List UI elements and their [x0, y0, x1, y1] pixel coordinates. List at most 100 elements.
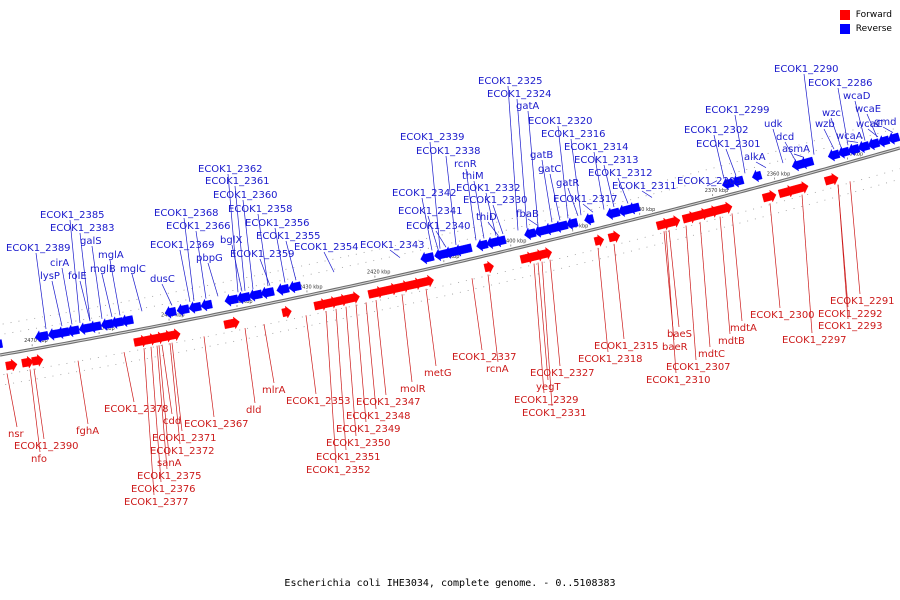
gene-label: ECOK1_2292: [818, 309, 883, 320]
reverse-gene-arrow: [276, 283, 290, 296]
legend-forward: Forward: [839, 8, 892, 22]
gene-leader-line: [355, 304, 367, 423]
gene-leader-line: [772, 128, 784, 164]
gene-label: ECOK1_2372: [150, 446, 215, 457]
reverse-gene-arrow: [731, 175, 745, 188]
gene-leader-line: [203, 336, 215, 418]
gene-label: wzb: [815, 119, 835, 130]
gene-label: ECOK1_2375: [137, 471, 202, 482]
gene-label: ECOK1_2301: [696, 139, 761, 150]
gene-label: wcaE: [855, 104, 881, 115]
forward-inner-rail: [3, 168, 900, 376]
gene-leader-line: [882, 126, 894, 133]
gene-label: wcaD: [843, 91, 871, 102]
reverse-outer-rail: [0, 118, 892, 325]
reverse-gene-arrow: [628, 201, 641, 215]
forward-gene-arrow: [823, 172, 839, 186]
gene-label: ECOK1_2377: [124, 497, 189, 508]
gene-leader-line: [665, 230, 677, 374]
reverse-gene-arrow: [867, 137, 881, 151]
reverse-gene-arrow: [887, 132, 900, 145]
gene-leader-line: [487, 221, 499, 236]
gene-leader-line: [641, 190, 653, 198]
gene-label: ECOK1_2390: [14, 441, 79, 452]
gene-label: ECOK1_2325: [478, 76, 543, 87]
gene-leader-line: [305, 315, 317, 395]
gene-label: ECOK1_2311: [612, 181, 677, 192]
gene-leader-line: [837, 87, 849, 146]
gene-label: ECOK1_2358: [228, 204, 293, 215]
gene-leader-line: [854, 100, 866, 141]
gene-label: wcaA: [836, 131, 863, 142]
axis-tick-label: 2350 kbp: [840, 151, 864, 157]
gene-leader-line: [527, 110, 539, 226]
gene-leader-line: [849, 181, 861, 295]
forward-gene-arrow: [223, 316, 240, 330]
gene-leader-line: [755, 161, 767, 168]
reverse-gene-arrow: [494, 234, 507, 248]
reverse-gene-arrow: [827, 148, 841, 162]
gene-leader-line: [207, 262, 219, 297]
axis-tick-label: 2460 kbp: [91, 326, 115, 332]
reverse-gene-arrow: [454, 243, 473, 257]
gene-leader-line: [123, 351, 135, 403]
gene-label: ECOK1_2353: [286, 396, 351, 407]
forward-swatch: [839, 10, 850, 20]
reverse-gene-arrow: [200, 298, 213, 312]
gene-leader-line: [365, 302, 377, 410]
gene-label: ECOK1_2331: [522, 408, 587, 419]
gene-leader-line: [35, 252, 47, 330]
gene-leader-line: [131, 273, 143, 312]
gene-leader-line: [435, 230, 447, 248]
gene-leader-line: [429, 141, 441, 249]
gene-label: ECOK1_2317: [553, 194, 618, 205]
gene-leader-line: [549, 259, 561, 367]
forward-gene-arrow: [417, 274, 434, 288]
gene-label: gatA: [516, 101, 539, 112]
gene-leader-line: [507, 85, 519, 231]
forward-gene-arrow: [31, 354, 44, 367]
gene-label: cirA: [50, 258, 69, 269]
gene-label: ECOK1_2343: [360, 240, 425, 251]
gene-label: cdd: [163, 416, 181, 427]
gene-leader-line: [161, 344, 173, 415]
gene-leader-line: [421, 197, 433, 251]
gene-leader-line: [77, 360, 89, 425]
axis-tick-label: 2470 kbp: [24, 338, 48, 344]
reverse-gene-arrow: [799, 156, 815, 170]
reverse-gene-arrow: [857, 140, 871, 154]
gene-label: ECOK1_2307: [666, 362, 731, 373]
gene-label: wcaC: [856, 119, 883, 130]
gene-label: ECOK1_2369: [150, 240, 215, 251]
gene-label: ECOK1_2316: [541, 129, 606, 140]
gene-leader-line: [445, 155, 457, 245]
reverse-inner-rail: [0, 128, 895, 336]
gene-label: ECOK1_2349: [336, 424, 401, 435]
gene-leader-line: [345, 306, 357, 437]
gene-label: ECOK1_2330: [463, 195, 528, 206]
gene-label: ECOK1_2362: [198, 164, 263, 175]
gene-leader-line: [79, 280, 91, 322]
gene-leader-line: [61, 267, 73, 325]
gene-label: thiM: [462, 171, 484, 182]
reverse-gene-arrow: [847, 143, 861, 156]
gene-label: bglX: [220, 235, 242, 246]
genome-backbone-highlight: [0, 147, 900, 356]
gene-label: ECOK1_2356: [245, 218, 310, 229]
gene-leader-line: [830, 117, 842, 148]
gene-leader-line: [471, 278, 483, 351]
gene-label: ECOK1_2339: [400, 132, 465, 143]
forward-gene-arrow: [607, 230, 621, 243]
gene-label: ECOK1_2389: [6, 243, 71, 254]
gene-label: mglC: [120, 264, 146, 275]
gene-label: ECOK1_2360: [213, 190, 278, 201]
gene-leader-line: [533, 263, 545, 394]
forward-gene-arrow: [665, 215, 681, 228]
gene-leader-line: [242, 199, 254, 290]
gene-leader-line: [234, 185, 246, 291]
forward-gene-arrow: [21, 355, 34, 369]
gene-label: mdtB: [718, 336, 745, 347]
reverse-gene-arrow: [877, 135, 891, 148]
gene-label: ECOK1_2327: [530, 368, 595, 379]
gene-leader-line: [179, 249, 191, 302]
